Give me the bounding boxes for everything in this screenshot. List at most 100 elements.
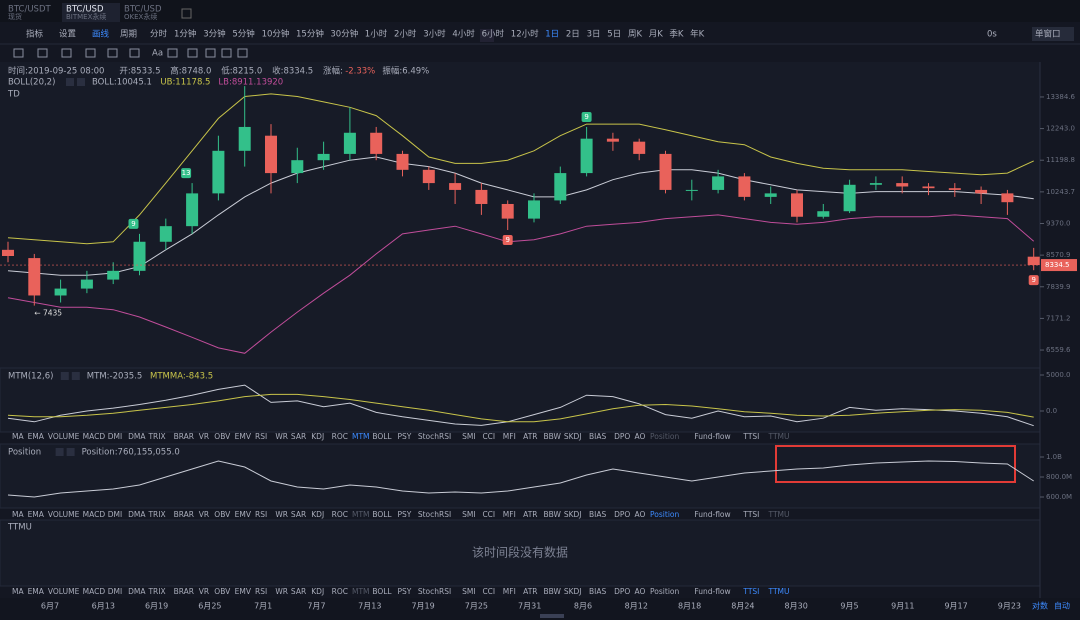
indicator-tab[interactable]: DMA [128, 510, 146, 519]
indicator-tab[interactable]: OBV [214, 432, 231, 441]
draw-tool[interactable] [13, 48, 24, 58]
period[interactable]: 3分钟 [203, 29, 225, 40]
indicator-tab[interactable]: SAR [291, 432, 306, 441]
indicator-tab[interactable]: Fund-flow [694, 587, 730, 596]
indicator-tab[interactable]: TRIX [147, 432, 165, 441]
period[interactable]: 4小时 [452, 29, 475, 40]
indicator-tab[interactable]: BRAR [174, 432, 194, 441]
toolbar-button[interactable]: 指标 [26, 29, 44, 40]
indicator-tab[interactable]: VR [199, 510, 209, 519]
draw-tool[interactable] [107, 48, 118, 58]
legend-btn[interactable] [66, 78, 74, 86]
period[interactable]: 1小时 [365, 29, 388, 40]
period-label[interactable]: 周期 [120, 30, 137, 40]
period[interactable]: 1分钟 [174, 29, 196, 40]
period[interactable]: 年K [690, 29, 705, 40]
indicator-tab[interactable]: EMA [28, 432, 45, 441]
indicator-tab[interactable]: BIAS [589, 587, 606, 596]
indicator-tab[interactable]: TTSI [742, 432, 759, 441]
tab-title[interactable]: BTC/USD [124, 5, 162, 15]
indicator-tab[interactable]: DPO [614, 587, 630, 596]
indicator-tab[interactable]: Position [650, 432, 679, 441]
period[interactable]: 5分钟 [232, 29, 254, 40]
tab-title[interactable]: BTC/USD [66, 5, 104, 15]
period[interactable]: 10分钟 [262, 29, 290, 40]
indicator-tab[interactable]: BBW [544, 510, 562, 519]
period[interactable]: 2日 [566, 30, 580, 40]
legend-btn[interactable] [71, 372, 80, 380]
indicator-tab[interactable]: MA [12, 432, 24, 441]
indicator-tab[interactable]: RSI [255, 587, 267, 596]
indicator-tab[interactable]: VOLUME [48, 510, 80, 519]
indicator-tab[interactable]: BRAR [174, 510, 194, 519]
indicator-tab[interactable]: TTSI [742, 587, 759, 596]
toolbar-right[interactable]: 单窗口 [1035, 29, 1061, 40]
indicator-tab[interactable]: EMA [28, 587, 45, 596]
indicator-tab[interactable]: BRAR [174, 587, 194, 596]
indicator-tab[interactable]: RSI [255, 510, 267, 519]
indicator-tab[interactable]: MA [12, 587, 24, 596]
indicator-tab[interactable]: MACD [83, 510, 106, 519]
draw-tool[interactable] [61, 48, 72, 58]
scroll-handle[interactable] [540, 614, 564, 618]
indicator-tab[interactable]: MTM [352, 510, 370, 519]
indicator-tab[interactable]: KDJ [311, 510, 324, 519]
legend-btn[interactable] [60, 372, 69, 380]
indicator-tab[interactable]: AO [634, 432, 645, 441]
indicator-tab[interactable]: BOLL [372, 432, 392, 441]
indicator-tab[interactable]: StochRSI [418, 510, 451, 519]
indicator-tab[interactable]: StochRSI [418, 587, 451, 596]
indicator-tab[interactable]: BOLL [372, 510, 392, 519]
indicator-tab[interactable]: TRIX [147, 510, 165, 519]
indicator-tab[interactable]: KDJ [311, 432, 324, 441]
indicator-tab[interactable]: Position [650, 587, 679, 596]
legend-btn[interactable] [66, 448, 75, 456]
indicator-tab[interactable]: Fund-flow [694, 432, 730, 441]
indicator-tab[interactable]: MTM [352, 587, 370, 596]
tab-title[interactable]: BTC/USDT [8, 5, 51, 15]
indicator-tab[interactable]: ROC [332, 587, 348, 596]
draw-tool[interactable] [85, 48, 96, 58]
indicator-tab[interactable]: ROC [332, 510, 348, 519]
draw-tool[interactable] [205, 48, 216, 58]
period[interactable]: 周K [628, 30, 643, 40]
indicator-tab[interactable]: BBW [544, 432, 562, 441]
indicator-tab[interactable]: Fund-flow [694, 510, 730, 519]
text-tool[interactable]: Aa [152, 49, 163, 59]
indicator-tab[interactable]: SAR [291, 510, 306, 519]
indicator-tab[interactable]: TRIX [147, 587, 165, 596]
indicator-tab[interactable]: EMV [235, 432, 252, 441]
indicator-tab[interactable]: SMI [462, 587, 475, 596]
tab-sub[interactable]: BITMEX永续 [66, 12, 106, 21]
indicator-tab[interactable]: MTM [352, 432, 370, 441]
indicator-tab[interactable]: MFI [503, 510, 516, 519]
indicator-tab[interactable]: DMI [108, 432, 122, 441]
indicator-tab[interactable]: MFI [503, 587, 516, 596]
indicator-tab[interactable]: DPO [614, 432, 630, 441]
draw-tool[interactable] [37, 48, 48, 58]
period[interactable]: 15分钟 [296, 29, 324, 40]
indicator-tab[interactable]: DPO [614, 510, 630, 519]
indicator-tab[interactable]: SMI [462, 432, 475, 441]
indicator-tab[interactable]: TTMU [768, 587, 790, 596]
indicator-tab[interactable]: TTMU [768, 510, 790, 519]
period[interactable]: 12小时 [511, 29, 539, 40]
draw-tool[interactable] [167, 48, 178, 58]
indicator-tab[interactable]: MA [12, 510, 24, 519]
indicator-tab[interactable]: TTSI [742, 510, 759, 519]
indicator-tab[interactable]: DMI [108, 510, 122, 519]
indicator-tab[interactable]: Position [650, 510, 679, 519]
indicator-tab[interactable]: EMV [235, 510, 252, 519]
indicator-tab[interactable]: BBW [544, 587, 562, 596]
period[interactable]: 30分钟 [330, 29, 358, 40]
period[interactable]: 6小时 [482, 29, 505, 40]
indicator-tab[interactable]: PSY [397, 432, 411, 441]
indicator-tab[interactable]: SKDJ [564, 587, 582, 596]
indicator-tab[interactable]: OBV [214, 510, 231, 519]
toolbar-right[interactable]: 0s [987, 30, 997, 40]
indicator-tab[interactable]: CCI [482, 432, 495, 441]
period[interactable]: 1日 [545, 30, 559, 40]
indicator-tab[interactable]: WR [275, 510, 288, 519]
indicator-tab[interactable]: ATR [523, 510, 537, 519]
period[interactable]: 月K [649, 30, 664, 40]
